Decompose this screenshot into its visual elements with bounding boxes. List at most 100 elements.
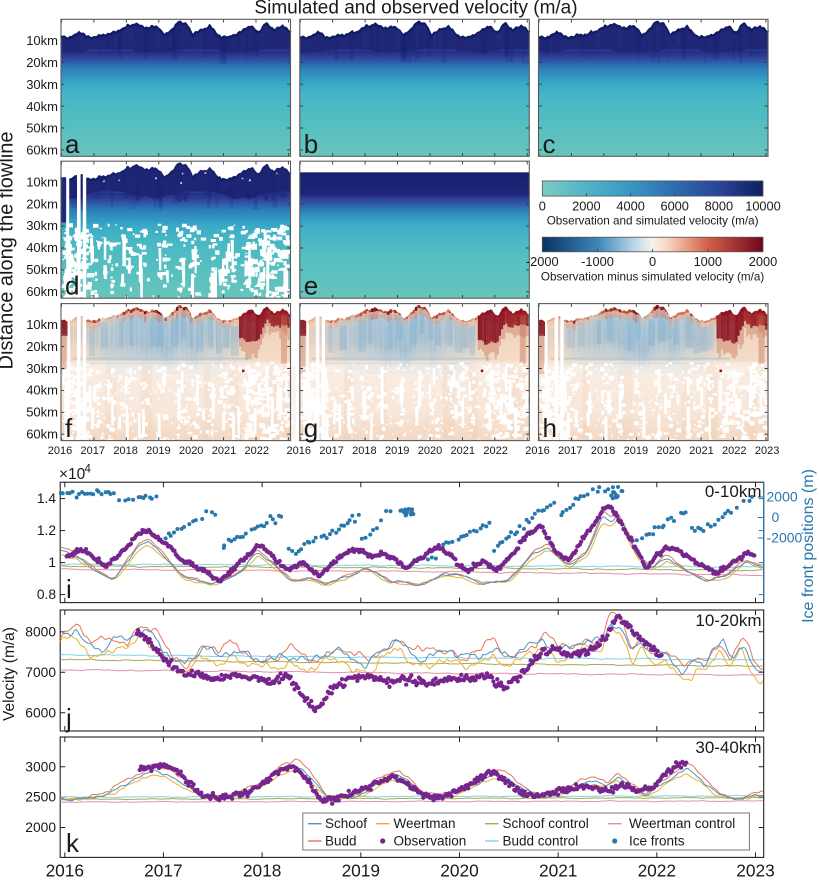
svg-text:Budd control: Budd control: [503, 833, 579, 848]
svg-text:0: 0: [772, 509, 780, 525]
svg-text:6000: 6000: [660, 199, 688, 214]
svg-text:f: f: [65, 413, 73, 443]
svg-text:Observation minus simulated ve: Observation minus simulated velocity (m/…: [541, 271, 765, 284]
svg-text:2022: 2022: [638, 861, 676, 881]
svg-text:0-10km: 0-10km: [705, 482, 762, 501]
svg-text:1.2: 1.2: [37, 523, 56, 538]
svg-text:2000: 2000: [767, 488, 798, 504]
svg-text:7000: 7000: [25, 665, 56, 680]
svg-text:2022: 2022: [722, 445, 746, 457]
svg-text:2018: 2018: [243, 861, 281, 881]
svg-text:2019: 2019: [624, 445, 648, 457]
svg-text:2020: 2020: [656, 445, 680, 457]
svg-text:2017: 2017: [319, 445, 343, 457]
svg-text:20km: 20km: [26, 55, 58, 70]
svg-text:2019: 2019: [146, 445, 170, 457]
svg-text:50km: 50km: [26, 405, 58, 420]
svg-text:2021: 2021: [539, 861, 577, 881]
svg-text:i: i: [66, 574, 72, 604]
svg-text:30km: 30km: [26, 361, 58, 376]
svg-text:40km: 40km: [26, 383, 58, 398]
svg-text:8000: 8000: [705, 199, 733, 214]
svg-text:2019: 2019: [342, 861, 380, 881]
svg-text:2019: 2019: [385, 445, 409, 457]
svg-text:2022: 2022: [245, 445, 269, 457]
svg-text:Observation: Observation: [394, 833, 467, 848]
svg-text:6000: 6000: [25, 705, 56, 720]
svg-text:2016: 2016: [287, 445, 311, 457]
svg-text:2017: 2017: [81, 445, 105, 457]
svg-text:h: h: [543, 413, 557, 443]
svg-text:2023: 2023: [755, 445, 779, 457]
svg-text:2016: 2016: [525, 445, 549, 457]
svg-text:8000: 8000: [25, 624, 56, 639]
svg-text:1: 1: [48, 555, 56, 570]
svg-text:j: j: [65, 703, 72, 733]
svg-text:2018: 2018: [591, 445, 615, 457]
svg-text:10000: 10000: [745, 199, 781, 214]
svg-text:3000: 3000: [25, 759, 56, 774]
svg-text:Budd: Budd: [325, 833, 357, 848]
svg-text:2000: 2000: [25, 820, 56, 835]
svg-text:2020: 2020: [440, 861, 478, 881]
svg-text:2021: 2021: [451, 445, 475, 457]
svg-text:2023: 2023: [736, 861, 774, 881]
svg-text:50km: 50km: [26, 262, 58, 277]
svg-text:2017: 2017: [558, 445, 582, 457]
svg-text:4: 4: [85, 464, 92, 476]
svg-text:0.8: 0.8: [37, 587, 57, 602]
svg-text:Distance along the flowline: Distance along the flowline: [0, 132, 18, 370]
svg-text:Schoof control: Schoof control: [503, 816, 589, 831]
svg-text:k: k: [66, 828, 80, 858]
svg-text:50km: 50km: [26, 121, 58, 136]
svg-text:60km: 60km: [26, 427, 58, 442]
svg-text:60km: 60km: [26, 284, 58, 299]
svg-text:30km: 30km: [26, 77, 58, 92]
svg-text:0: 0: [649, 254, 656, 269]
svg-text:10km: 10km: [26, 317, 58, 332]
svg-text:e: e: [304, 271, 318, 301]
svg-text:2021: 2021: [689, 445, 713, 457]
svg-text:2000: 2000: [572, 199, 600, 214]
svg-text:Velocity (m/a): Velocity (m/a): [1, 627, 18, 721]
svg-text:g: g: [304, 413, 318, 443]
svg-text:1.4: 1.4: [37, 491, 57, 506]
svg-text:10km: 10km: [26, 174, 58, 189]
svg-text:Observation and simulated velo: Observation and simulated velocity (m/a): [547, 215, 759, 228]
svg-text:c: c: [543, 129, 556, 159]
svg-text:1000: 1000: [694, 254, 722, 269]
svg-text:10-20km: 10-20km: [695, 611, 761, 630]
svg-text:×10: ×10: [59, 466, 86, 483]
svg-text:4000: 4000: [616, 199, 644, 214]
svg-text:Weertman control: Weertman control: [629, 816, 735, 831]
svg-text:2016: 2016: [46, 861, 84, 881]
svg-text:60km: 60km: [26, 143, 58, 158]
svg-text:40km: 40km: [26, 240, 58, 255]
svg-text:30-40km: 30-40km: [695, 738, 761, 757]
svg-text:2000: 2000: [749, 254, 777, 269]
svg-text:2017: 2017: [144, 861, 182, 881]
svg-text:2020: 2020: [418, 445, 442, 457]
svg-text:Ice front positions (m): Ice front positions (m): [800, 469, 817, 623]
svg-text:2018: 2018: [113, 445, 137, 457]
svg-text:30km: 30km: [26, 218, 58, 233]
svg-text:b: b: [304, 129, 318, 159]
svg-text:-1000: -1000: [581, 254, 614, 269]
svg-text:20km: 20km: [26, 339, 58, 354]
svg-text:2022: 2022: [483, 445, 507, 457]
svg-text:0: 0: [539, 199, 546, 214]
svg-text:2500: 2500: [25, 790, 56, 805]
svg-text:d: d: [65, 271, 79, 301]
svg-text:40km: 40km: [26, 99, 58, 114]
svg-text:2016: 2016: [48, 445, 72, 457]
svg-text:2020: 2020: [179, 445, 203, 457]
svg-text:2021: 2021: [212, 445, 236, 457]
svg-text:20km: 20km: [26, 196, 58, 211]
svg-text:a: a: [65, 129, 80, 159]
svg-text:-2000: -2000: [526, 254, 559, 269]
svg-text:Weertman: Weertman: [394, 816, 456, 831]
svg-text:10km: 10km: [26, 33, 58, 48]
svg-text:Simulated and observed velocit: Simulated and observed velocity (m/a): [254, 0, 577, 19]
svg-text:-2000: -2000: [767, 529, 803, 545]
svg-text:2018: 2018: [352, 445, 376, 457]
